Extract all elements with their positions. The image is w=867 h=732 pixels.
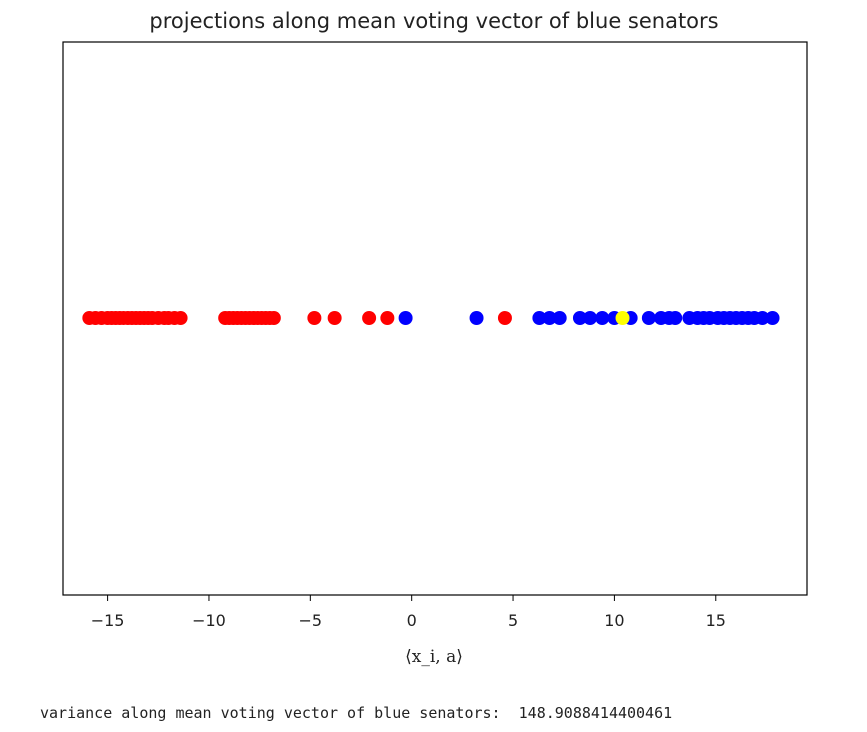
variance-output: variance along mean voting vector of blu… bbox=[40, 704, 673, 722]
data-point bbox=[755, 311, 770, 325]
x-tick-label: −10 bbox=[192, 611, 226, 630]
data-point bbox=[307, 311, 322, 325]
x-axis-label-text: ⟨x_i, a⟩ bbox=[405, 647, 463, 667]
plot-frame bbox=[62, 41, 808, 596]
data-point bbox=[542, 311, 557, 325]
data-point bbox=[362, 311, 377, 325]
data-point bbox=[266, 311, 281, 325]
x-tick-label: 15 bbox=[706, 611, 726, 630]
data-point bbox=[595, 311, 610, 325]
data-point bbox=[765, 311, 780, 325]
x-axis-ticks: −15 −10 −5 0 5 10 15 bbox=[91, 595, 726, 630]
data-point bbox=[641, 311, 656, 325]
x-tick-label: 5 bbox=[508, 611, 518, 630]
data-point bbox=[469, 311, 484, 325]
data-point bbox=[532, 311, 547, 325]
data-point bbox=[380, 311, 395, 325]
data-point bbox=[668, 311, 683, 325]
x-tick-label: −5 bbox=[299, 611, 323, 630]
data-point bbox=[583, 311, 598, 325]
data-point bbox=[398, 311, 413, 325]
data-points bbox=[82, 311, 780, 325]
x-tick-label: 10 bbox=[604, 611, 624, 630]
x-axis-label: ⟨x_i, a⟩ bbox=[405, 647, 463, 667]
data-point bbox=[173, 311, 188, 325]
x-tick-label: 0 bbox=[407, 611, 417, 630]
scatter-chart: projections along mean voting vector of … bbox=[62, 9, 808, 667]
data-point bbox=[327, 311, 342, 325]
chart-title: projections along mean voting vector of … bbox=[149, 9, 718, 33]
data-point bbox=[615, 311, 630, 325]
x-tick-label: −15 bbox=[91, 611, 125, 630]
data-point bbox=[572, 311, 587, 325]
data-point bbox=[497, 311, 512, 325]
data-point bbox=[552, 311, 567, 325]
